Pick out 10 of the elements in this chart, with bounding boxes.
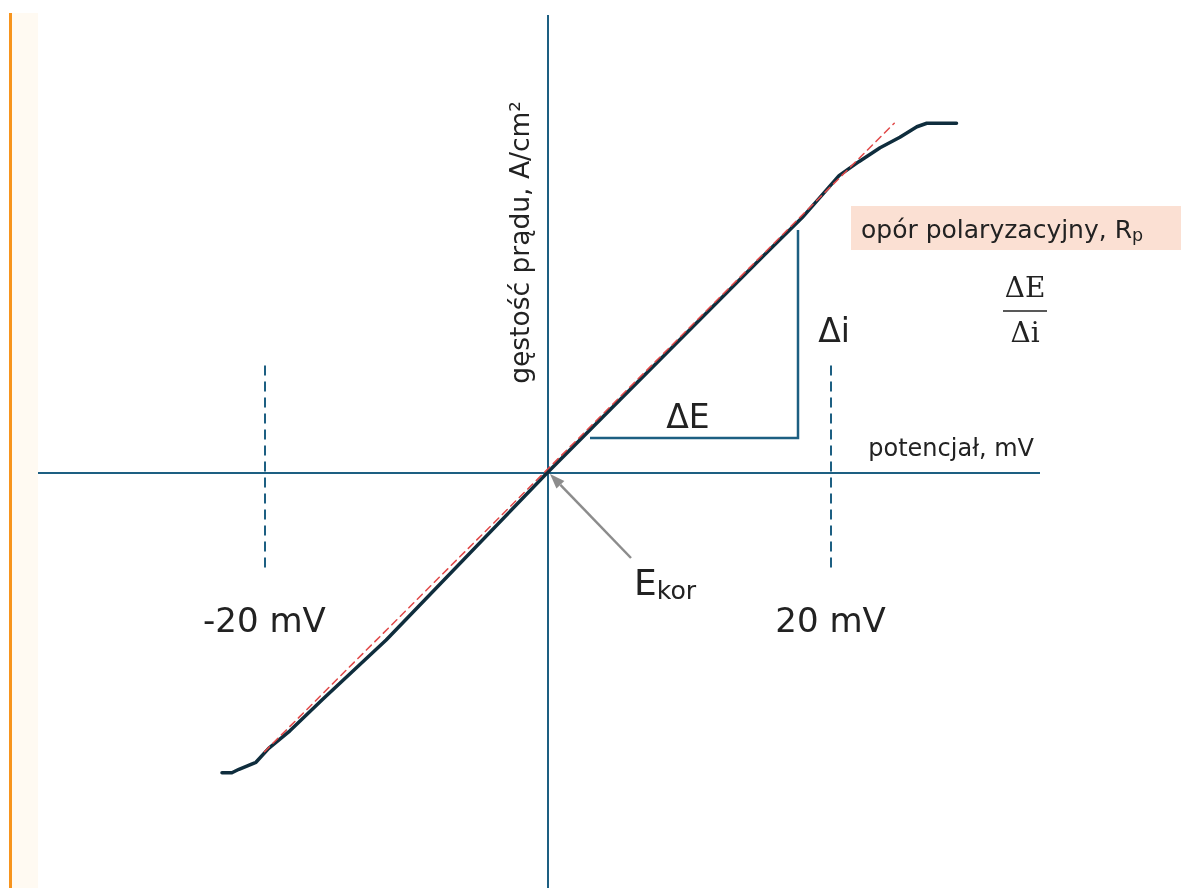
annotation: Δi (818, 310, 850, 350)
annotation: ΔE (1004, 270, 1046, 304)
x-axis-title: potencjał, mV (868, 434, 1035, 463)
annotation: opór polaryzacyjny, R$_{p}$ (861, 214, 1144, 245)
x-tick-label: -20 mV (203, 600, 326, 641)
y-axis-title: gęstość prądu, A/cm² (504, 101, 536, 384)
annotation: ΔE (666, 396, 710, 436)
x-tick-label: 20 mV (775, 600, 886, 641)
annotation: E$_{kor}$ (634, 561, 697, 605)
annotation: Δi (1010, 315, 1040, 349)
